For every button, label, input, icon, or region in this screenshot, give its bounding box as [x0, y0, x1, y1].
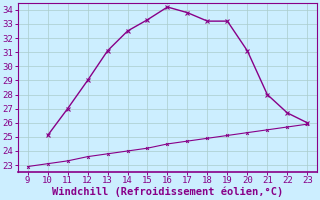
X-axis label: Windchill (Refroidissement éolien,°C): Windchill (Refroidissement éolien,°C) [52, 187, 283, 197]
